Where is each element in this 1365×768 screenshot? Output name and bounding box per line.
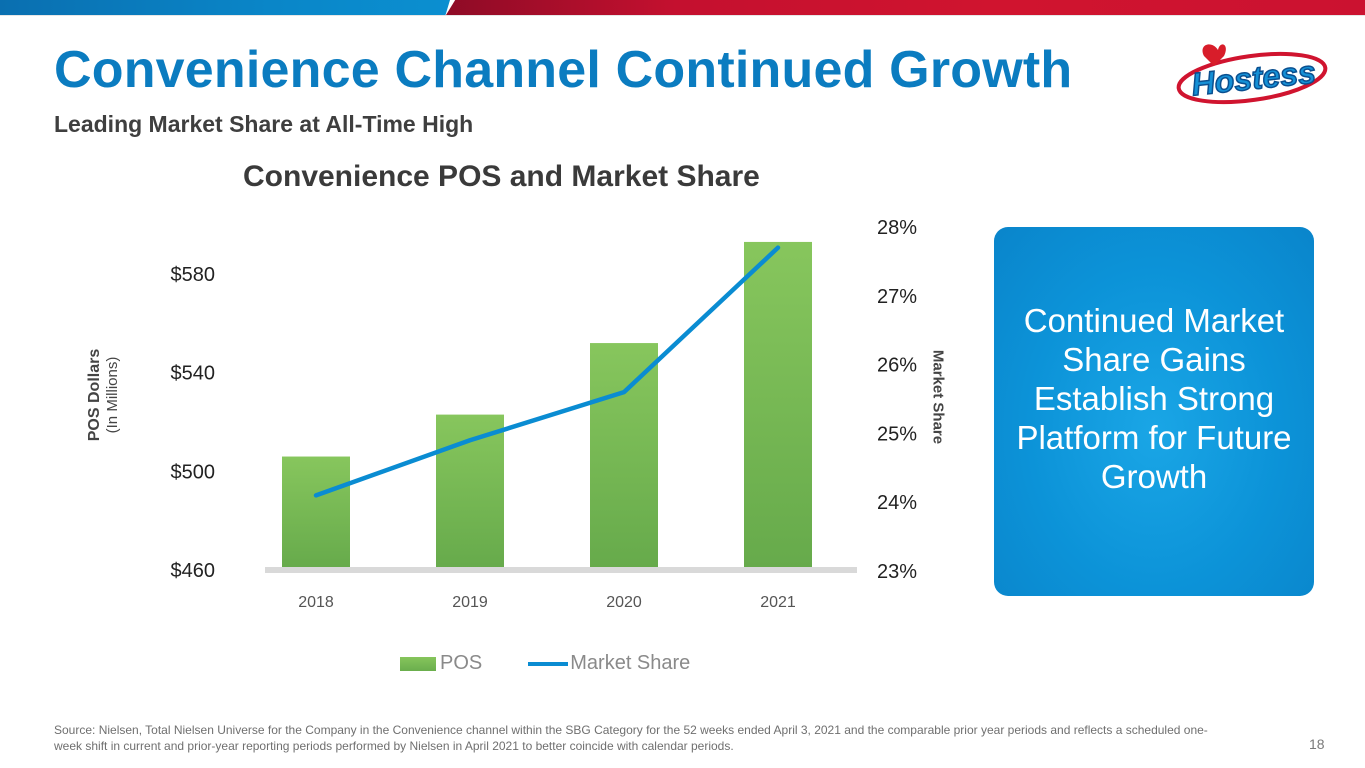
slide-subtitle: Leading Market Share at All-Time High: [54, 111, 474, 137]
right-tick-label: 27%: [877, 286, 917, 308]
bar-pos-2018: [282, 456, 350, 570]
line-market-share: [313, 245, 781, 498]
x-tick-label: 2020: [606, 594, 642, 611]
bar-pos-2019: [436, 414, 504, 570]
hostess-logo-icon: Hostess: [1176, 44, 1328, 105]
left-tick-label: $580: [171, 264, 216, 286]
x-tick-label: 2018: [298, 594, 334, 611]
legend-pos-label: POS: [440, 652, 483, 674]
top-banner: [0, 0, 1365, 16]
hostess-logo: Hostess: [1170, 38, 1330, 108]
left-axis-ticks: $460 $500 $540 $580: [171, 264, 216, 582]
right-tick-label: 25%: [877, 423, 917, 445]
bar-pos-2021: [744, 241, 812, 570]
right-tick-label: 24%: [877, 492, 917, 514]
right-axis-ticks: 23% 24% 25% 26% 27% 28%: [877, 217, 917, 583]
legend-market-share-label: Market Share: [570, 652, 691, 674]
callout-box: Continued Market Share Gains Establish S…: [994, 227, 1314, 596]
x-axis-ticks: 2018 2019 2020 2021: [298, 594, 796, 611]
line-layer: [313, 245, 781, 498]
chart-title: Convenience POS and Market Share: [243, 160, 760, 193]
right-tick-label: 23%: [877, 561, 917, 583]
left-tick-label: $460: [171, 560, 216, 582]
legend-pos-swatch: [400, 656, 436, 671]
x-tick-label: 2021: [760, 594, 796, 611]
left-tick-label: $540: [171, 363, 216, 385]
bar-pos-2020: [590, 343, 658, 570]
right-tick-label: 26%: [877, 355, 917, 377]
x-axis-baseline: [265, 567, 857, 573]
left-axis-title: POS Dollars (In Millions): [86, 349, 122, 441]
top-banner-divider: [0, 15, 1365, 16]
legend-market-share-swatch: [528, 661, 569, 666]
bars-layer: [282, 241, 812, 570]
page-number: 18: [1309, 736, 1325, 752]
x-tick-label: 2019: [452, 594, 488, 611]
top-banner-blue: [0, 0, 450, 15]
left-tick-label: $500: [171, 461, 216, 483]
chart-legend: POS Market Share: [400, 652, 690, 675]
right-tick-label: 28%: [877, 217, 917, 239]
source-footnote: Source: Nielsen, Total Nielsen Universe …: [54, 723, 1208, 753]
left-axis-title-sub: (In Millions): [104, 356, 121, 434]
top-banner-red: [446, 0, 1365, 15]
right-axis-title: Market Share: [929, 349, 947, 445]
callout-text: Continued Market Share Gains Establish S…: [1016, 302, 1292, 495]
slide-title: Convenience Channel Continued Growth: [54, 41, 1073, 99]
left-axis-title-main: POS Dollars: [86, 348, 103, 442]
